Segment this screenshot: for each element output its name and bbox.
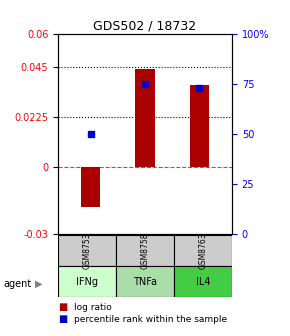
Text: ■: ■ xyxy=(58,302,67,312)
Text: log ratio: log ratio xyxy=(74,303,112,312)
Bar xyxy=(174,235,232,266)
Text: IL4: IL4 xyxy=(196,277,210,287)
Bar xyxy=(58,235,116,266)
Text: IFNg: IFNg xyxy=(76,277,98,287)
Text: percentile rank within the sample: percentile rank within the sample xyxy=(74,315,227,324)
Text: GSM8753: GSM8753 xyxy=(82,233,92,269)
Text: TNFa: TNFa xyxy=(133,277,157,287)
Bar xyxy=(81,167,100,207)
Text: GSM8763: GSM8763 xyxy=(198,233,208,269)
Bar xyxy=(190,85,209,167)
Text: ▶: ▶ xyxy=(35,279,43,289)
Text: agent: agent xyxy=(3,279,31,289)
Text: GSM8758: GSM8758 xyxy=(140,233,150,269)
Title: GDS502 / 18732: GDS502 / 18732 xyxy=(93,19,197,33)
Bar xyxy=(58,266,116,297)
Bar xyxy=(116,266,174,297)
Bar xyxy=(174,266,232,297)
Bar xyxy=(135,69,155,167)
Bar xyxy=(116,235,174,266)
Text: ■: ■ xyxy=(58,314,67,324)
